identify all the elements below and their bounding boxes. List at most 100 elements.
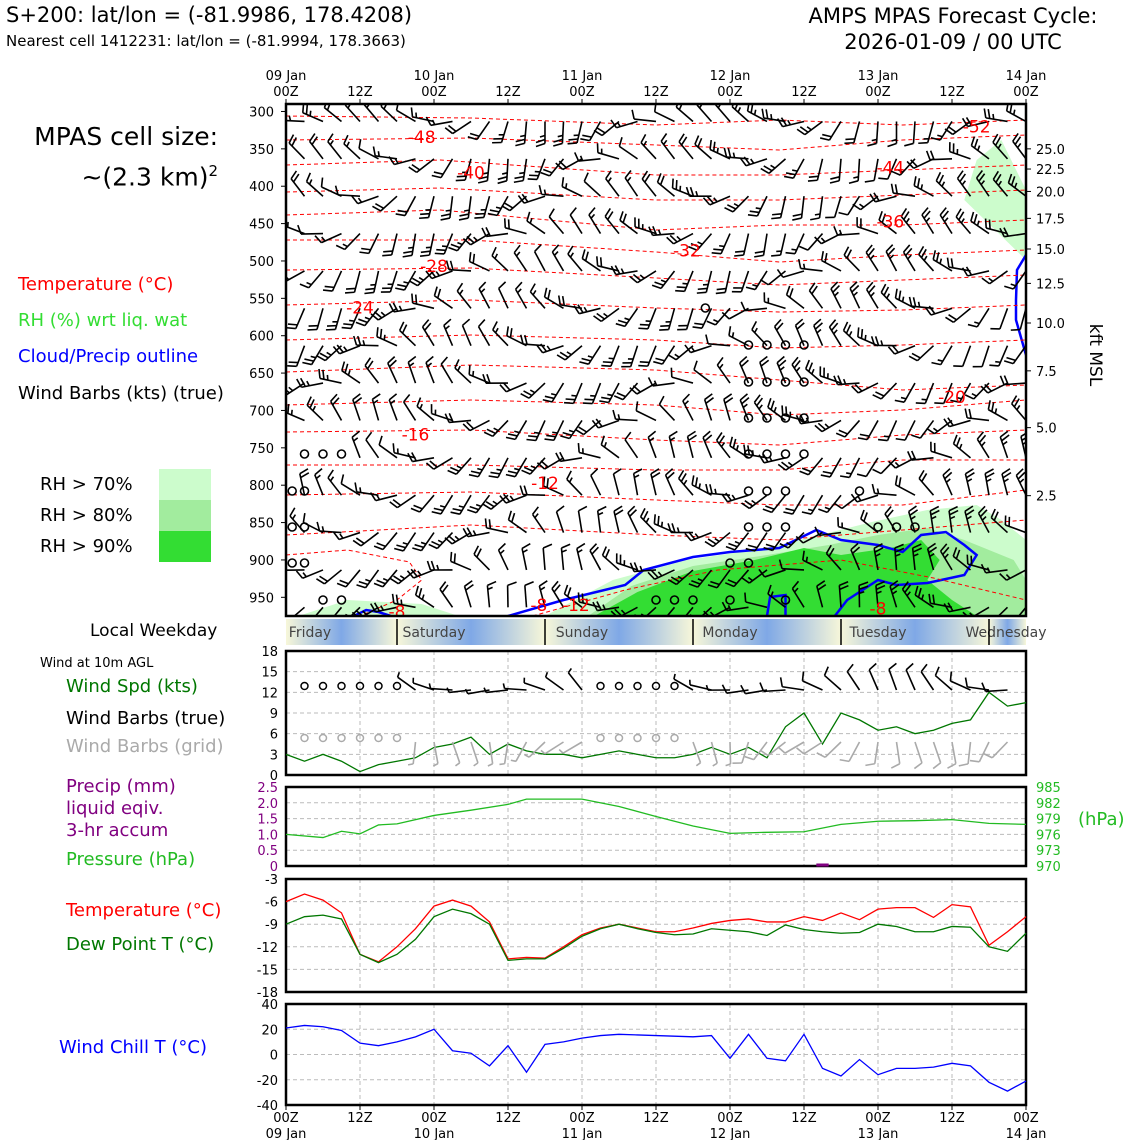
barb-staff <box>397 676 416 691</box>
wind-barb <box>286 308 306 330</box>
barb-flag <box>535 138 546 144</box>
barb-flag <box>903 211 910 220</box>
barb-flag <box>455 179 466 182</box>
barb-flag <box>830 176 840 180</box>
barb-flag <box>373 582 384 588</box>
barb-flag <box>306 380 310 387</box>
barb-flag <box>881 213 887 223</box>
barb-flag <box>935 171 942 182</box>
barb-flag <box>644 173 651 183</box>
barb-flag <box>765 109 769 119</box>
wind-barb <box>721 601 749 612</box>
barb-flag <box>705 334 709 344</box>
barb-flag <box>688 583 699 588</box>
wind-barb <box>939 543 953 571</box>
barb-flag <box>712 141 716 152</box>
barb-flag <box>425 462 435 470</box>
wind-barb <box>492 121 509 144</box>
barb-flag <box>830 281 839 290</box>
barb-flag <box>513 244 521 254</box>
barb-flag <box>744 592 747 603</box>
y-tick-label: -9 <box>265 918 278 933</box>
surface-wind-barb-grid <box>796 741 823 755</box>
y2-tick-label: 25.0 <box>1036 143 1065 158</box>
surface-wind-barb-grid <box>499 741 509 766</box>
barb-flag <box>426 560 432 571</box>
barb-flag <box>833 329 838 335</box>
barb-flag <box>399 575 406 580</box>
barb-flag <box>677 469 685 479</box>
weekday-band <box>286 619 397 645</box>
wind-barb <box>771 233 787 257</box>
barb-staff <box>729 741 732 765</box>
wind-barb <box>601 546 620 571</box>
wind-barb <box>918 469 935 496</box>
wind-barb <box>924 305 953 316</box>
barb-flag <box>566 351 572 356</box>
barb-flag <box>591 546 599 555</box>
wind-barb <box>767 584 786 608</box>
barb-flag <box>463 209 470 212</box>
barb-flag <box>746 104 750 112</box>
barb-flag <box>778 359 787 368</box>
surface-wind-barb-grid <box>470 741 479 767</box>
barb-staff <box>634 118 657 123</box>
barb-flag <box>515 142 525 147</box>
barb-flag <box>657 515 660 526</box>
barb-flag <box>613 505 623 512</box>
barb-flag <box>600 435 605 446</box>
barb-flag <box>407 452 414 462</box>
wind-barb <box>501 195 528 212</box>
wind-barb <box>678 133 694 160</box>
barb-flag <box>599 257 603 267</box>
barb-flag <box>889 254 895 260</box>
wind-barb <box>612 409 638 422</box>
barb-staff <box>461 325 472 347</box>
wind-barb <box>601 345 620 367</box>
barb-flag <box>735 445 739 451</box>
wind-barb <box>316 345 343 362</box>
barb-flag <box>481 227 487 237</box>
barb-flag <box>542 476 546 487</box>
barb-flag <box>1014 182 1018 189</box>
barb-flag <box>469 505 479 511</box>
wind-barb <box>624 431 639 459</box>
barb-flag <box>660 133 668 142</box>
wind-barb <box>410 107 435 123</box>
barb-flag <box>808 282 816 292</box>
barb-flag <box>867 142 877 147</box>
barb-flag <box>948 505 958 512</box>
wind-barb <box>327 469 343 496</box>
calm-circle-grid <box>355 733 365 743</box>
barb-flag <box>931 361 941 366</box>
barb-flag <box>923 210 931 219</box>
x-top-time-label: 00Z <box>865 85 891 100</box>
barb-flag <box>928 546 938 554</box>
barb-flag <box>359 251 369 255</box>
barb-flag <box>795 414 802 425</box>
calm-circle <box>669 595 680 605</box>
barb-flag <box>883 286 890 296</box>
barb-flag <box>322 369 325 380</box>
barb-flag <box>913 762 923 770</box>
barb-flag <box>411 452 417 462</box>
wind-barb <box>296 377 324 389</box>
barb-flag <box>410 507 421 513</box>
wind-barb <box>890 183 916 198</box>
barb-flag <box>741 397 750 405</box>
y2-tick-label: 10.0 <box>1036 317 1065 332</box>
barb-flag <box>984 218 988 229</box>
wind-barb <box>634 217 657 235</box>
barb-staff <box>934 674 953 691</box>
barb-flag <box>286 326 296 330</box>
barb-flag <box>447 469 457 475</box>
wind-barb <box>844 121 861 145</box>
temperature-contour <box>286 267 1026 286</box>
y-tick-label: 650 <box>249 367 274 382</box>
surface-wind-barb-true <box>412 677 435 691</box>
wind-barb <box>966 554 990 571</box>
wind-barb <box>666 232 694 245</box>
barb-flag <box>382 577 389 582</box>
rh80-area <box>1007 590 1026 616</box>
wind-barb <box>314 468 324 496</box>
